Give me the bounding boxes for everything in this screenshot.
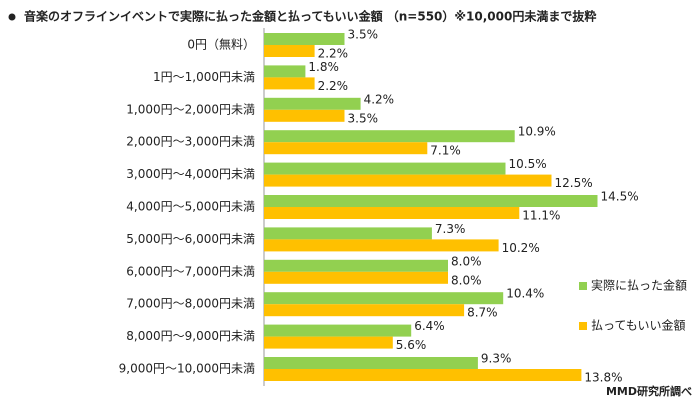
value-label: 11.1% (522, 209, 560, 223)
legend-label: 実際に払った金額 (591, 278, 687, 293)
value-label: 12.5% (555, 176, 593, 190)
title-bullet (8, 13, 16, 21)
bar (264, 336, 393, 349)
y-tick-label: 6,000円～7,000円未満 (126, 264, 255, 278)
bar (264, 162, 506, 175)
bar (264, 77, 315, 90)
y-tick-label: 4,000円～5,000円未満 (126, 200, 255, 214)
bar (264, 45, 315, 57)
value-label: 14.5% (601, 190, 639, 204)
y-tick-label: 5,000円～6,000円未満 (126, 232, 255, 246)
bar (264, 207, 520, 219)
value-label: 2.2% (318, 79, 349, 93)
value-label: 8.0% (451, 254, 482, 268)
bar (264, 142, 428, 155)
legend-swatch (579, 322, 587, 330)
bar (264, 271, 448, 284)
y-tick-label: 2,000円～3,000円未満 (126, 135, 255, 149)
bar (264, 195, 598, 207)
bar (264, 357, 478, 369)
y-tick-label: 3,000円～4,000円未満 (126, 167, 255, 181)
value-label: 9.3% (481, 352, 512, 366)
y-tick-label: 1円～1,000円未満 (153, 70, 255, 84)
value-label: 7.1% (430, 144, 461, 158)
value-label: 8.7% (467, 306, 498, 320)
value-label: 10.2% (502, 241, 540, 255)
y-tick-label: 0円（無料） (187, 37, 255, 52)
bar (264, 109, 345, 122)
value-label: 4.2% (364, 92, 395, 106)
bar (264, 130, 515, 143)
chart-title: 音楽のオフラインイベントで実際に払った金額と払ってもいい金額 （n=550）※1… (24, 9, 596, 24)
value-label: 13.8% (584, 371, 622, 385)
y-tick-label: 9,000円～10,000円未満 (119, 362, 255, 376)
value-label: 2.2% (318, 47, 349, 61)
legend-swatch (579, 282, 587, 290)
y-tick-label: 8,000円～9,000円未満 (126, 329, 255, 343)
bar (264, 97, 361, 110)
value-label: 10.5% (509, 157, 547, 171)
value-label: 5.6% (396, 338, 427, 352)
value-label: 1.8% (308, 60, 339, 74)
value-label: 6.4% (414, 319, 445, 333)
bar (264, 324, 412, 337)
legend-label: 払ってもいい金額 (591, 318, 686, 333)
value-label: 10.4% (506, 287, 544, 301)
bar (264, 33, 345, 45)
value-label: 3.5% (348, 28, 379, 42)
bar (264, 259, 448, 272)
bar (264, 239, 499, 252)
y-tick-label: 7,000円～8,000円未満 (126, 297, 255, 311)
y-tick-label: 1,000円～2,000円未満 (126, 102, 255, 116)
value-label: 8.0% (451, 273, 482, 287)
bar (264, 227, 432, 240)
bar (264, 304, 465, 317)
bar (264, 369, 582, 381)
value-label: 3.5% (348, 111, 379, 125)
bar (264, 65, 306, 78)
bar (264, 292, 504, 305)
source: MMD研究所調べ (606, 384, 692, 398)
value-label: 10.9% (518, 125, 556, 139)
value-label: 7.3% (435, 222, 466, 236)
bar (264, 174, 552, 187)
